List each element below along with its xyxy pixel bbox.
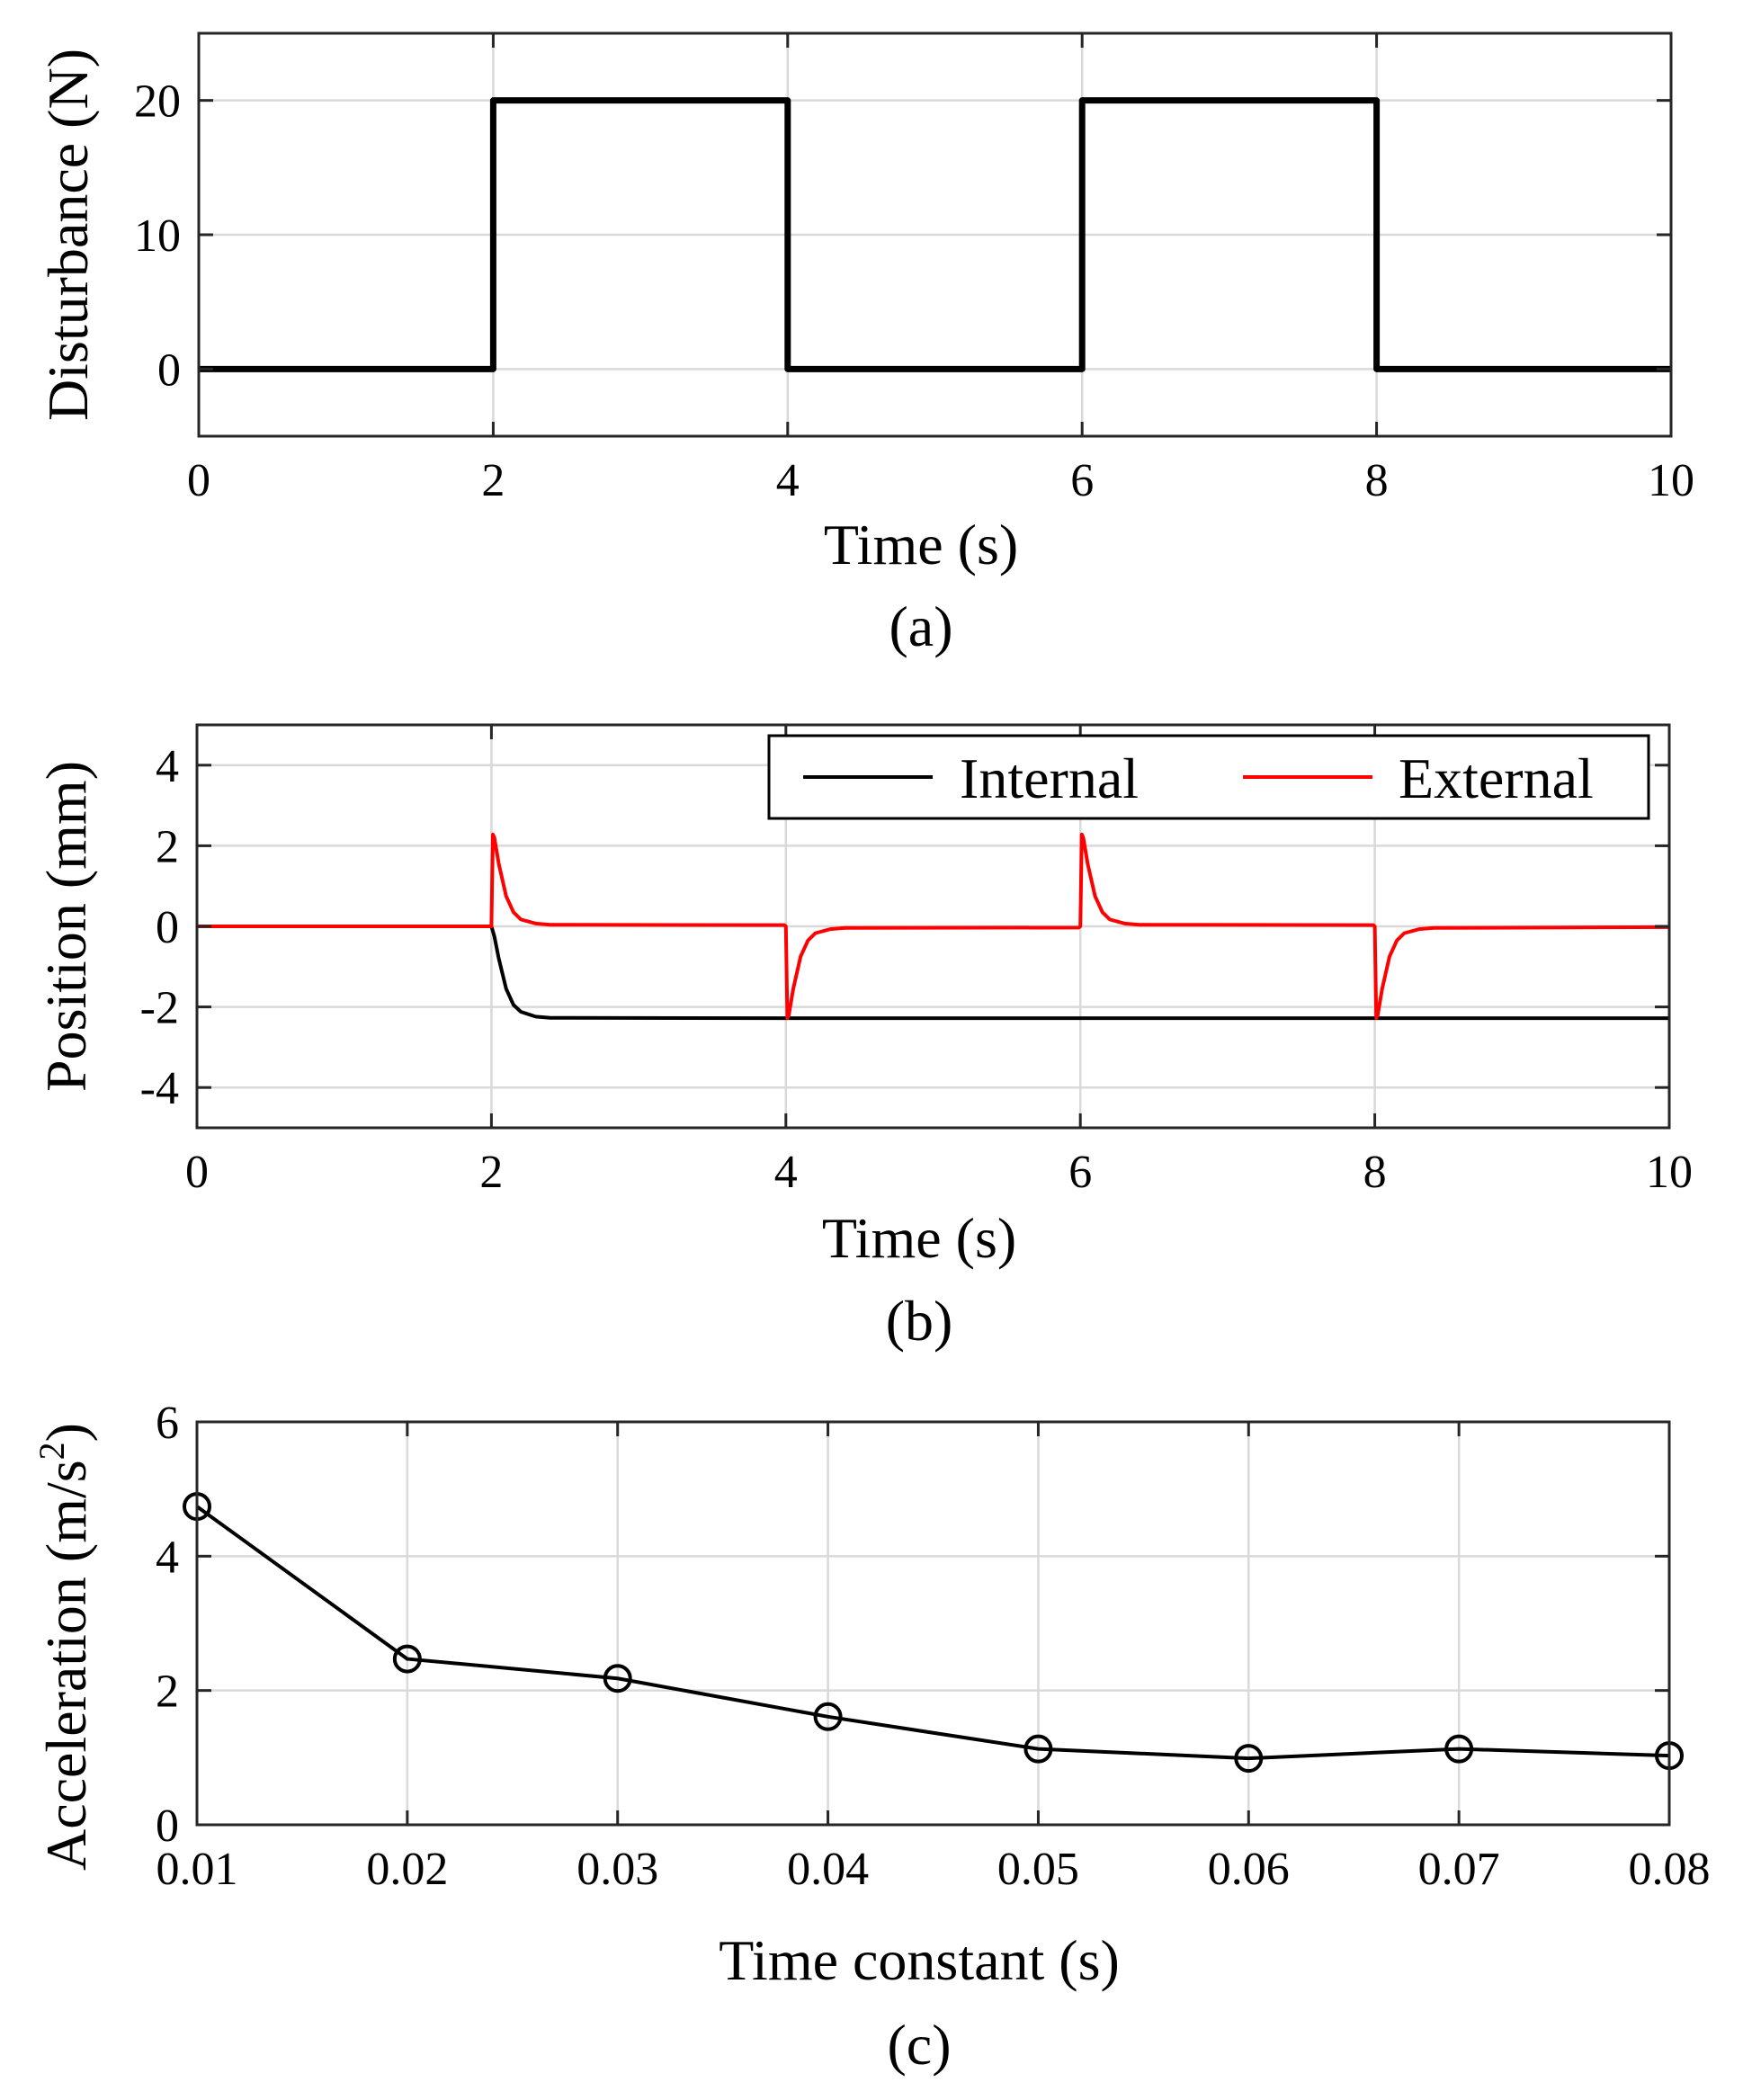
panel-b-x-tick-label: 6 <box>1068 1147 1092 1198</box>
panel-a-y-axis-label: Disturbance (N) <box>36 49 100 421</box>
panel-b-x-tick-label: 2 <box>479 1147 503 1198</box>
panel-c-x-tick-label: 0.06 <box>1208 1844 1290 1895</box>
panel-a-series <box>199 97 1671 372</box>
panel-b-legend: Internal External <box>767 734 1650 820</box>
panel-a-x-tick-label: 10 <box>1648 455 1694 506</box>
panel-c-x-tick-label: 0.04 <box>787 1844 869 1895</box>
data-point-marker <box>1444 1734 1474 1764</box>
panel-c-y-axis-label-close: ) <box>34 1423 98 1442</box>
panel-c-y-axis-label: Acceleration (m/s2) <box>31 1423 98 1871</box>
panel-c-y-tick-label: 6 <box>156 1398 179 1449</box>
panel-a-x-tick-labels: 0 2 4 6 8 10 <box>187 455 1694 506</box>
series-line-internal <box>197 925 1669 1021</box>
panel-a-gridlines <box>197 33 1673 436</box>
panel-c-tickmarks <box>195 1420 1671 1827</box>
panel-c-x-tick-label: 0.02 <box>366 1844 448 1895</box>
panel-a-tickmarks <box>197 33 1673 436</box>
panel-c-x-axis-label: Time constant (s) <box>719 1928 1120 1992</box>
panel-a-x-tick-label: 2 <box>481 455 505 506</box>
panel-b-y-tick-labels: -4 -2 0 2 4 <box>140 741 179 1114</box>
panel-b-x-tick-label: 4 <box>774 1147 798 1198</box>
panel-c-y-tick-label: 0 <box>156 1801 179 1852</box>
panel-b-y-tick-label: 0 <box>156 902 179 953</box>
panel-c-caption: (c) <box>887 2013 951 2077</box>
panel-c: 0.01 0.02 0.03 0.04 0.05 0.06 0.07 0.08 … <box>31 1398 1711 2077</box>
panel-b-series <box>197 832 1670 1021</box>
data-point-marker <box>813 1702 843 1731</box>
panel-b-x-tick-label: 10 <box>1646 1147 1693 1198</box>
legend-label-internal: Internal <box>960 746 1139 810</box>
panel-b-y-axis-label: Position (mm) <box>34 761 98 1092</box>
data-point-marker <box>1234 1744 1264 1774</box>
panel-b-y-tick-label: 2 <box>156 821 179 872</box>
panel-c-y-axis-label-exponent: 2 <box>31 1442 72 1460</box>
panel-a-y-tick-label: 10 <box>134 210 181 262</box>
panel-c-x-tick-labels: 0.01 0.02 0.03 0.04 0.05 0.06 0.07 0.08 <box>156 1844 1711 1895</box>
panel-c-axes-frame <box>195 1420 1671 1827</box>
panel-a-x-tick-label: 0 <box>187 455 210 506</box>
data-point-marker <box>392 1644 422 1674</box>
panel-c-x-tick-label: 0.05 <box>997 1844 1079 1895</box>
panel-c-x-tick-label: 0.03 <box>577 1844 658 1895</box>
panel-c-x-tick-label: 0.01 <box>156 1844 238 1895</box>
series-line-external <box>197 832 1670 1021</box>
panel-a-x-tick-label: 6 <box>1070 455 1094 506</box>
panel-b-y-tick-label: 4 <box>156 741 179 792</box>
panel-c-y-axis-label-base: Acceleration (m/s <box>34 1460 98 1871</box>
panel-b-x-tick-label: 8 <box>1363 1147 1387 1198</box>
panel-a-y-tick-label: 0 <box>157 344 181 396</box>
panel-a-x-tick-label: 8 <box>1365 455 1389 506</box>
panel-a-caption: (a) <box>889 594 952 658</box>
series-line-disturbance <box>199 97 1671 372</box>
panel-a-y-tick-label: 20 <box>134 76 181 128</box>
panel-c-x-tick-label: 0.08 <box>1629 1844 1711 1895</box>
panel-b-y-tick-label: -4 <box>140 1063 179 1114</box>
panel-c-y-tick-label: 4 <box>156 1532 179 1583</box>
series-line-acceleration <box>195 1505 1670 1761</box>
panel-b-x-tick-labels: 0 2 4 6 8 10 <box>185 1147 1693 1198</box>
panel-c-series <box>183 1492 1684 1774</box>
panel-b: 0 2 4 6 8 10 -4 -2 0 2 4 Time (s) Positi… <box>34 723 1693 1353</box>
panel-a-x-tick-label: 4 <box>776 455 800 506</box>
panel-c-y-tick-label: 2 <box>156 1667 179 1718</box>
panel-c-gridlines <box>195 1420 1671 1827</box>
panel-b-y-tick-label: -2 <box>140 983 179 1034</box>
panel-a-x-axis-label: Time (s) <box>824 513 1018 576</box>
panel-b-x-axis-label: Time (s) <box>822 1206 1016 1270</box>
legend-label-external: External <box>1399 746 1594 810</box>
panel-c-y-tick-labels: 0 2 4 6 <box>156 1398 179 1852</box>
data-point-marker <box>603 1664 632 1693</box>
panel-b-caption: (b) <box>886 1289 953 1353</box>
data-point-marker <box>1023 1734 1053 1764</box>
panel-a: 0 2 4 6 8 10 0 10 20 Time (s) Disturbanc… <box>36 31 1694 658</box>
panel-b-x-tick-label: 0 <box>185 1147 209 1198</box>
panel-c-x-tick-label: 0.07 <box>1418 1844 1500 1895</box>
panel-a-y-tick-labels: 0 10 20 <box>134 76 181 397</box>
